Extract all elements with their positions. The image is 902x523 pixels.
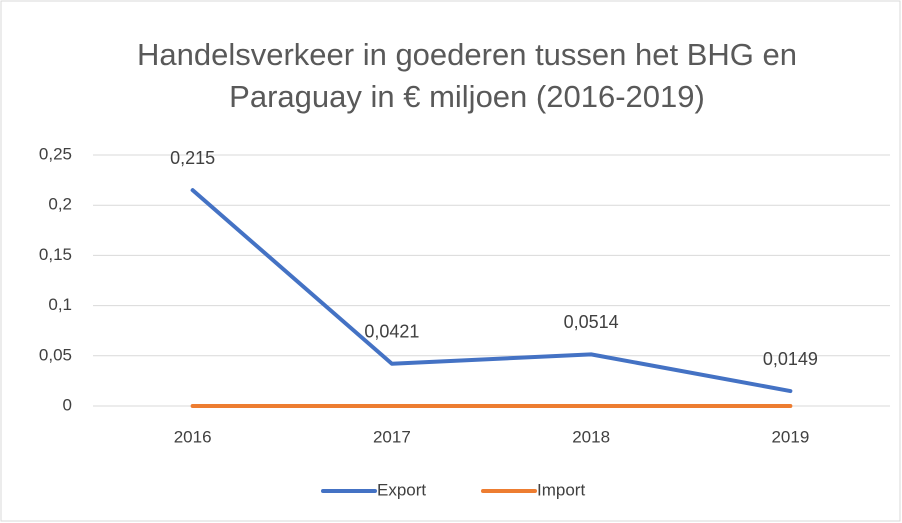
x-tick-label: 2016 — [174, 427, 212, 446]
y-tick-label: 0,1 — [48, 295, 72, 314]
x-tick-label: 2019 — [771, 427, 809, 446]
chart-title: Handelsverkeer in goederen tussen het BH… — [136, 37, 797, 114]
y-tick-label: 0,15 — [39, 245, 72, 264]
y-tick-label: 0,2 — [48, 195, 72, 214]
legend-label: Import — [537, 480, 585, 499]
series-line — [190, 188, 793, 394]
x-tick-label: 2018 — [572, 427, 610, 446]
legend-label: Export — [377, 480, 426, 499]
x-tick-label: 2017 — [373, 427, 411, 446]
y-tick-label: 0,05 — [39, 345, 72, 364]
data-label: 0,0514 — [564, 312, 619, 332]
data-label: 0,0149 — [763, 349, 818, 369]
data-label: 0,215 — [170, 148, 215, 168]
data-label: 0,0421 — [364, 321, 419, 341]
y-tick-label: 0 — [63, 395, 72, 414]
y-tick-label: 0,25 — [39, 144, 72, 163]
